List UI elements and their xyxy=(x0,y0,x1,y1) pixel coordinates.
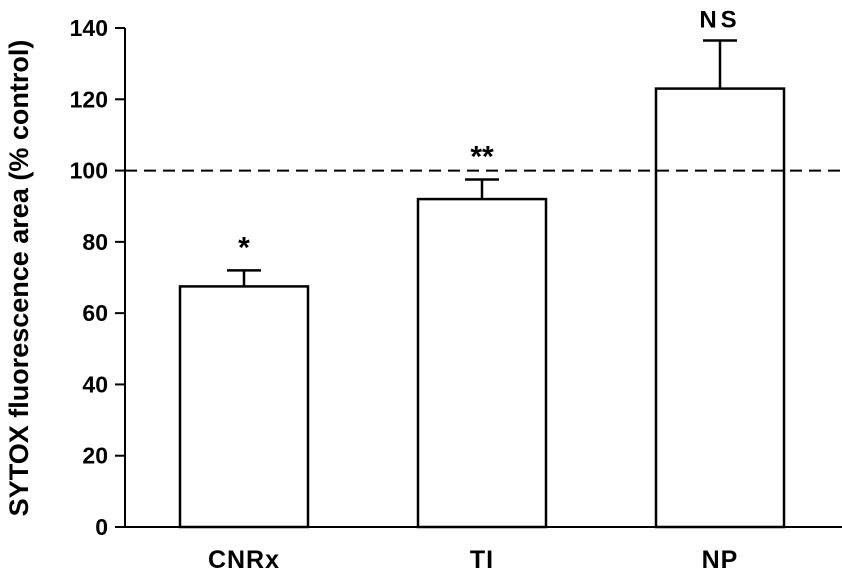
y-tick-label: 40 xyxy=(82,371,108,397)
y-tick-label: 0 xyxy=(95,514,108,540)
y-tick-label: 140 xyxy=(70,15,108,41)
y-axis-label: SYTOX fluorescence area (% control) xyxy=(4,40,34,517)
y-tick-label: 60 xyxy=(82,300,108,326)
significance-label: NS xyxy=(699,6,740,33)
x-tick-label: CNRx xyxy=(208,546,280,574)
significance-label: * xyxy=(238,231,250,264)
plot-area: 0 20 40 60 80 100 120 140 * CNRx ** TI NS NP xyxy=(70,6,842,574)
y-tick-label: 80 xyxy=(82,229,108,255)
bar-cnrx xyxy=(178,285,310,529)
bar-np xyxy=(654,87,786,529)
x-tick-label: TI xyxy=(470,546,494,574)
significance-label: ** xyxy=(470,140,494,173)
y-tick-label: 20 xyxy=(82,443,108,469)
y-tick-label: 120 xyxy=(70,86,108,112)
bar-ti xyxy=(416,197,548,529)
x-tick-label: NP xyxy=(702,546,739,574)
y-tick-label: 100 xyxy=(70,158,108,184)
